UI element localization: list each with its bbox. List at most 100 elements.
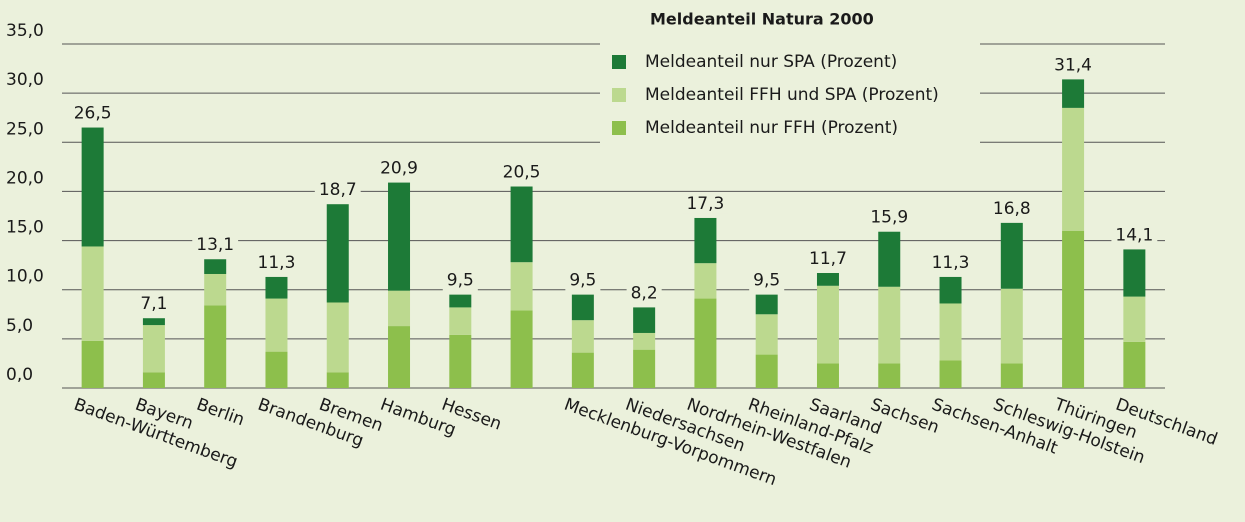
y-tick-label: 35,0 (6, 21, 44, 41)
bar-segment (1123, 296, 1146, 342)
bar-segment (878, 363, 901, 388)
value-label-background (927, 252, 974, 273)
legend-swatch (612, 88, 626, 102)
y-tick-label: 0,0 (6, 365, 33, 385)
bar-segment (449, 307, 472, 335)
value-label-background (314, 180, 361, 201)
value-label: 17,3 (686, 194, 724, 214)
bar-segment (571, 294, 594, 321)
value-label-background (805, 249, 851, 270)
bar-segment (388, 182, 411, 291)
value-label-background (442, 270, 478, 291)
value-label: 11,3 (932, 253, 970, 273)
bar-segment (1000, 288, 1023, 364)
bar-segment (1123, 249, 1146, 297)
value-label-background (1050, 55, 1097, 76)
bar-segment (694, 217, 717, 264)
y-tick-label: 15,0 (6, 218, 44, 238)
bar-segment (204, 305, 227, 388)
bar-segment (1062, 79, 1085, 108)
y-tick-label: 25,0 (6, 119, 44, 139)
legend-label: Meldeanteil nur SPA (Prozent) (645, 52, 897, 72)
value-label: 11,7 (809, 249, 847, 269)
bar-segment (633, 349, 656, 388)
value-label: 20,9 (380, 159, 418, 179)
value-label: 7,1 (140, 294, 167, 314)
legend-label: Meldeanteil FFH und SPA (Prozent) (645, 85, 939, 105)
bar-segment (388, 326, 411, 388)
value-label-background (1111, 225, 1158, 246)
value-label-background (192, 235, 239, 256)
value-label: 16,8 (993, 199, 1031, 219)
y-tick-label: 20,0 (6, 168, 44, 188)
bar-segment (265, 351, 288, 388)
bar-segment (326, 372, 349, 388)
value-label: 26,5 (74, 104, 112, 124)
bar-segment (1000, 222, 1023, 289)
legend-label: Meldeanteil nur FFH (Prozent) (645, 118, 898, 138)
bar-segment (265, 276, 288, 299)
bar-segment (633, 332, 656, 350)
value-label-background (253, 252, 300, 273)
y-tick-label: 10,0 (6, 267, 44, 287)
value-label-background (376, 158, 422, 179)
bar-segment (1000, 363, 1023, 388)
bar-segment (81, 246, 104, 341)
bar-segment (1123, 341, 1146, 388)
bar-segment (939, 360, 962, 388)
value-label: 13,1 (196, 235, 234, 255)
bar-segment (142, 372, 165, 388)
bar-segment (204, 273, 227, 306)
value-label: 9,5 (447, 271, 474, 291)
y-tick-label: 5,0 (6, 316, 33, 336)
value-label: 18,7 (319, 180, 357, 200)
bar-segment (449, 334, 472, 388)
value-label: 11,3 (258, 253, 296, 273)
value-label-background (565, 270, 601, 291)
bar-segment (633, 307, 656, 333)
bar-segment (694, 263, 717, 299)
value-label: 31,4 (1054, 55, 1092, 75)
bar-segment (81, 127, 104, 247)
value-label: 20,5 (503, 163, 541, 183)
value-label: 15,9 (870, 208, 908, 228)
bar-segment (1062, 230, 1085, 388)
value-label: 9,5 (569, 271, 596, 291)
bar-segment (878, 286, 901, 364)
bar-segment (878, 231, 901, 287)
bar-segment (755, 354, 778, 388)
y-tick-label: 30,0 (6, 70, 44, 90)
bar-segment (571, 352, 594, 388)
bar-segment (388, 290, 411, 327)
value-label-background (749, 270, 785, 291)
legend-background (600, 30, 980, 150)
bar-segment (816, 285, 839, 364)
value-label-background (682, 193, 729, 214)
bar-segment (142, 325, 165, 373)
value-label: 8,2 (631, 283, 658, 303)
value-label-background (69, 103, 116, 124)
value-label-background (498, 162, 545, 183)
bar-segment (510, 186, 533, 263)
bar-segment (81, 340, 104, 388)
value-label-background (626, 283, 662, 304)
bar-segment (571, 320, 594, 353)
bar-segment (755, 314, 778, 355)
value-label-background (988, 198, 1035, 219)
bar-segment (449, 294, 472, 308)
legend-swatch (612, 55, 626, 69)
legend-title: Meldeanteil Natura 2000 (650, 10, 874, 29)
bar-segment (816, 363, 839, 388)
value-label: 9,5 (753, 271, 780, 291)
bar-segment (326, 204, 349, 303)
value-label: 14,1 (1115, 225, 1153, 245)
bar-segment (204, 259, 227, 274)
bar-segment (694, 298, 717, 388)
bar-segment (1062, 107, 1085, 231)
bar-segment (142, 318, 165, 326)
bar-segment (755, 294, 778, 315)
legend-swatch (612, 121, 626, 135)
bar-segment (939, 303, 962, 361)
bar-segment (816, 273, 839, 286)
value-label-background (136, 294, 172, 315)
